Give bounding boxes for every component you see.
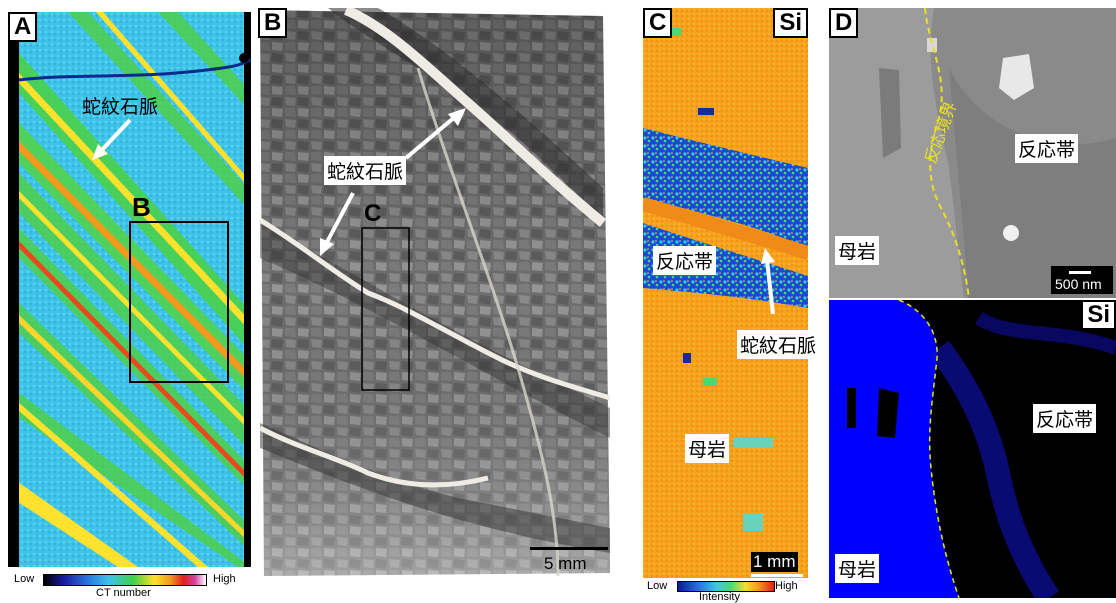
panel-b-region-label: C [364,200,382,227]
intensity-colorbar: Low High Intensity [643,580,808,603]
panel-d-scale-label: 500 nm [1055,276,1102,292]
ct-colorbar: Low High CT number [8,572,251,602]
ct-scan-image [8,12,251,567]
panel-b-tag: B [258,8,288,38]
panel-b-arrow-upper [404,114,458,160]
panel-b-arrow-lower [324,192,355,245]
panel-d-zone-label-lower: 反応帯 [1033,404,1097,433]
panel-c-vein-label: 蛇紋石脈 [737,330,820,359]
panel-b-scale-label: 5 mm [544,554,587,573]
reaction-boundary-line [924,8,970,299]
panel-d-tem: D 反応境界 反応帯 母岩 500 nm Si 反応帯 母岩 [829,8,1116,598]
panel-c-scalebar [751,574,803,577]
panel-b-photo: B 蛇紋石脈 C 5 mm [258,8,613,580]
ct-colorbar-low: Low [14,573,35,585]
panel-d-element-label: Si [1081,300,1116,330]
thin-section-photo [258,8,611,577]
panel-d-zone-label: 反応帯 [1015,134,1079,163]
panel-c-scale-label: 1 mm [751,552,798,572]
ct-colorbar-caption: CT number [96,587,151,599]
bright-grain [999,54,1034,100]
ct-colorbar-high: High [213,573,236,585]
panel-c-host-label: 母岩 [685,434,730,463]
panel-c-tag: C [643,8,673,38]
si-intensity-map [643,8,808,578]
ct-colorbar-gradient [43,574,207,586]
panel-b-scalebar [530,547,608,550]
panel-c-si-map: C Si 反応帯 母岩 1 mm [643,8,808,578]
panel-d-tag: D [829,8,859,38]
panel-d-scale-box [1051,266,1113,294]
panel-a-tag: A [8,12,38,42]
region-box-b [129,221,229,383]
panel-a-ct-image: A 蛇紋石脈 B [8,12,251,567]
intensity-colorbar-high: High [775,580,798,592]
panel-d-host-label-lower: 母岩 [835,554,880,583]
intensity-colorbar-gradient [677,581,775,592]
intensity-colorbar-caption: Intensity [699,591,740,603]
panel-c-vein-arrow [761,248,775,315]
panel-d-host-label: 母岩 [835,236,880,265]
tem-image-and-si-map [829,8,1116,598]
panel-a-vein-label: 蛇紋石脈 [82,96,159,118]
panel-c-element-label: Si [773,8,808,38]
panel-b-vein-label: 蛇紋石脈 [324,156,407,185]
panel-a-vein-arrow [92,118,132,160]
region-box-c [361,227,410,391]
panel-c-zone-label: 反応帯 [653,246,717,275]
intensity-colorbar-low: Low [647,580,668,592]
panel-a-region-label: B [132,192,151,222]
